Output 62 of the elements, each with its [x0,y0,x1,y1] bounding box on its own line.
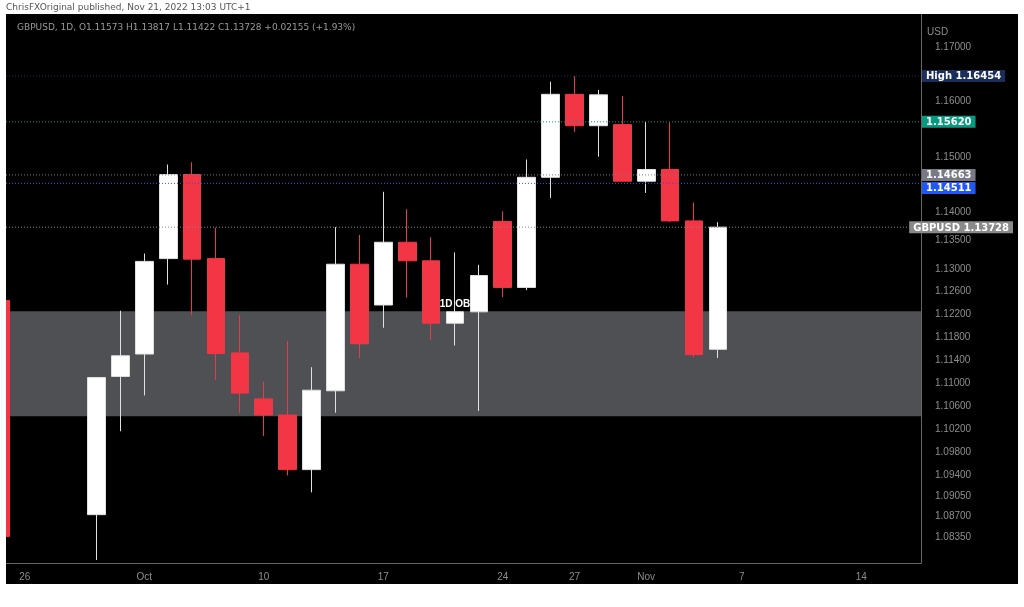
candlestick [637,121,656,194]
candlestick [685,201,703,358]
candlestick [493,210,512,298]
band-label: 1D OB [439,297,471,309]
y-tick-label: 1.13000 [935,262,972,274]
y-tick-label: 1.13500 [935,234,972,246]
x-tick-label: Nov [637,570,656,582]
x-tick-label: 24 [497,570,509,582]
y-tick-label: 1.12200 [935,308,972,320]
y-axis-title: USD [927,25,949,37]
candlestick [254,381,273,437]
candlestick [278,340,297,476]
candlestick [589,89,608,158]
candlestick [326,226,345,414]
ref-line-label: High 1.16454 [926,70,1002,82]
y-tick-label: 1.17000 [935,40,972,52]
y-tick-label: 1.08700 [935,510,972,522]
x-tick-label: 14 [855,570,868,582]
x-tick-label: Oct [136,570,153,582]
candlestick [207,227,225,381]
candlestick [374,191,393,329]
y-tick-label: 1.09050 [935,489,972,501]
candlestick [541,81,560,199]
candlestick [709,221,727,359]
y-tick-label: 1.09400 [935,469,972,481]
candlestick [517,159,536,291]
y-tick-label: 1.09800 [935,446,972,458]
y-tick-label: 1.11000 [935,376,971,388]
y-tick-label: 1.14000 [935,206,972,218]
y-tick-label: 1.11400 [935,353,971,365]
ref-line-label: 1.14663 [926,169,972,181]
candlestick [159,164,178,286]
y-tick-label: 1.10600 [935,399,972,411]
candlestick [613,95,632,182]
text: GBPUSD, 1D, O1.11573 H1.13817 L1.11422 C1.13728 +0.02155 (+1.93%) [17,21,356,32]
x-tick-label: 7 [738,570,745,582]
candlestick [87,377,106,561]
x-tick-label: 27 [568,570,581,582]
y-tick-label: 1.10200 [935,422,972,434]
candlestick [422,236,440,341]
y-tick-label: 1.08350 [935,530,972,542]
candlestick [350,234,369,359]
ref-line-label: GBPUSD 1.13728 [913,221,1010,233]
candlestick [470,264,488,412]
candlestick [183,161,201,316]
candlestick [111,310,130,432]
chart-title: ChrisFXOriginal published, Nov 21, 2022 13:03 UTC+1 [6,2,251,12]
y-tick-label: 1.12600 [935,285,972,297]
candlestick [231,314,249,414]
ref-line-label: 1.15620 [926,116,972,128]
y-tick-label: 1.11800 [935,330,971,342]
candlestick [302,366,321,493]
candlestick [661,121,679,223]
y-tick-label: 1.15000 [935,150,972,162]
x-tick-label: 10 [258,570,270,582]
x-tick-label: 17 [377,570,390,582]
ref-line-label: 1.14511 [926,182,972,194]
x-tick-label: 26 [19,570,31,582]
y-tick-label: 1.16000 [935,95,972,107]
candlestick [398,208,417,299]
candlestick [135,253,154,396]
candlestick [565,75,584,133]
